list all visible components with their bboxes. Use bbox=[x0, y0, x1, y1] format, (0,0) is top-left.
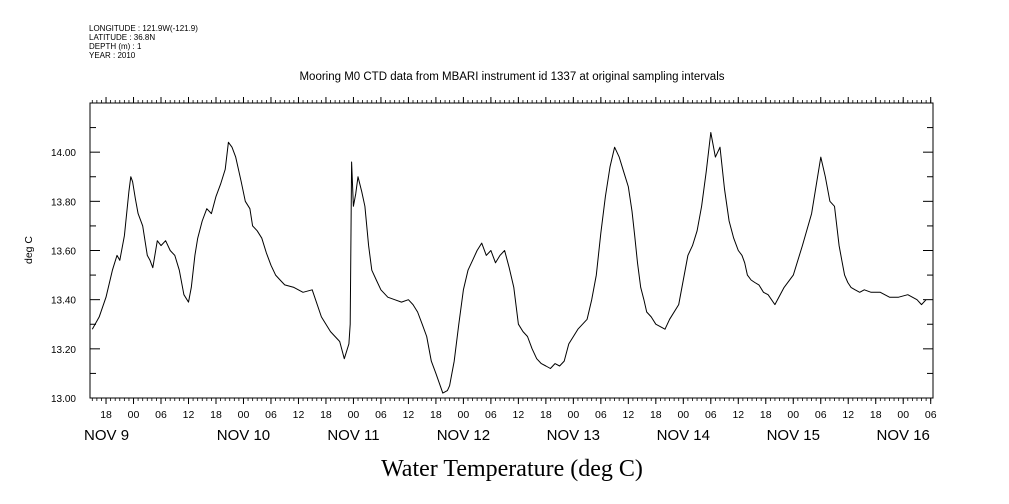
x-tick-label: 12 bbox=[513, 409, 525, 421]
x-tick-label: 18 bbox=[540, 409, 552, 421]
x-axis-label: Water Temperature (deg C) bbox=[381, 456, 643, 482]
x-tick-label: 18 bbox=[320, 409, 332, 421]
x-day-label: NOV 16 bbox=[877, 427, 930, 444]
y-tick-label: 13.80 bbox=[51, 197, 76, 208]
y-tick-label: 13.20 bbox=[51, 345, 76, 356]
header-info: LONGITUDE : 121.9W(-121.9) LATITUDE : 36… bbox=[89, 24, 198, 60]
header-depth: DEPTH (m) : 1 bbox=[89, 42, 142, 51]
header-year: YEAR : 2010 bbox=[89, 51, 136, 60]
x-tick-label: 00 bbox=[787, 409, 799, 421]
x-day-label: NOV 13 bbox=[547, 427, 600, 444]
axes: 18 00 06 12 18 00 06 12 18 00 06 12 18 00 06 12 18 00 06 12… bbox=[51, 97, 937, 444]
header-longitude: LONGITUDE : 121.9W(-121.9) bbox=[89, 24, 198, 33]
x-tick-label: 12 bbox=[293, 409, 305, 421]
x-tick-label: 12 bbox=[403, 409, 415, 421]
x-day-label: NOV 10 bbox=[217, 427, 270, 444]
y-axis-label: deg C bbox=[23, 236, 35, 264]
y-tick-label: 13.40 bbox=[51, 296, 76, 307]
x-tick-label: 06 bbox=[705, 409, 717, 421]
x-tick-label: 18 bbox=[210, 409, 222, 421]
x-tick-label: 00 bbox=[128, 409, 140, 421]
x-tick-label: 06 bbox=[155, 409, 167, 421]
x-day-label: NOV 9 bbox=[84, 427, 129, 444]
x-tick-label: 18 bbox=[870, 409, 882, 421]
x-tick-label: 06 bbox=[595, 409, 607, 421]
x-tick-label: 12 bbox=[732, 409, 744, 421]
x-tick-label: 06 bbox=[485, 409, 497, 421]
x-day-label: NOV 12 bbox=[437, 427, 490, 444]
header-latitude: LATITUDE : 36.8N bbox=[89, 33, 155, 42]
x-tick-label: 12 bbox=[842, 409, 854, 421]
x-tick-label: 18 bbox=[430, 409, 442, 421]
x-tick-label: 06 bbox=[815, 409, 827, 421]
x-tick-label: 06 bbox=[375, 409, 387, 421]
y-tick-label: 13.00 bbox=[51, 394, 76, 405]
y-tick-label: 13.60 bbox=[51, 247, 76, 258]
x-tick-label: 00 bbox=[238, 409, 250, 421]
x-day-label: NOV 11 bbox=[327, 427, 379, 444]
x-tick-label: 06 bbox=[265, 409, 277, 421]
x-day-label: NOV 14 bbox=[657, 427, 710, 444]
x-tick-label: 18 bbox=[760, 409, 772, 421]
series-layer bbox=[91, 132, 927, 394]
x-tick-label: 18 bbox=[100, 409, 112, 421]
x-tick-label: 00 bbox=[568, 409, 580, 421]
x-tick-label: 06 bbox=[925, 409, 937, 421]
x-tick-label: 00 bbox=[897, 409, 909, 421]
x-tick-label: 18 bbox=[650, 409, 662, 421]
x-tick-label: 00 bbox=[348, 409, 360, 421]
chart-title: Mooring M0 CTD data from MBARI instrumen… bbox=[299, 71, 724, 83]
x-tick-label: 12 bbox=[622, 409, 634, 421]
plot-frame bbox=[89, 102, 934, 399]
series-line bbox=[91, 132, 927, 394]
x-tick-label: 12 bbox=[183, 409, 195, 421]
x-tick-label: 00 bbox=[677, 409, 689, 421]
x-day-label: NOV 15 bbox=[767, 427, 820, 444]
y-tick-label: 14.00 bbox=[51, 148, 76, 159]
x-tick-label: 00 bbox=[458, 409, 470, 421]
